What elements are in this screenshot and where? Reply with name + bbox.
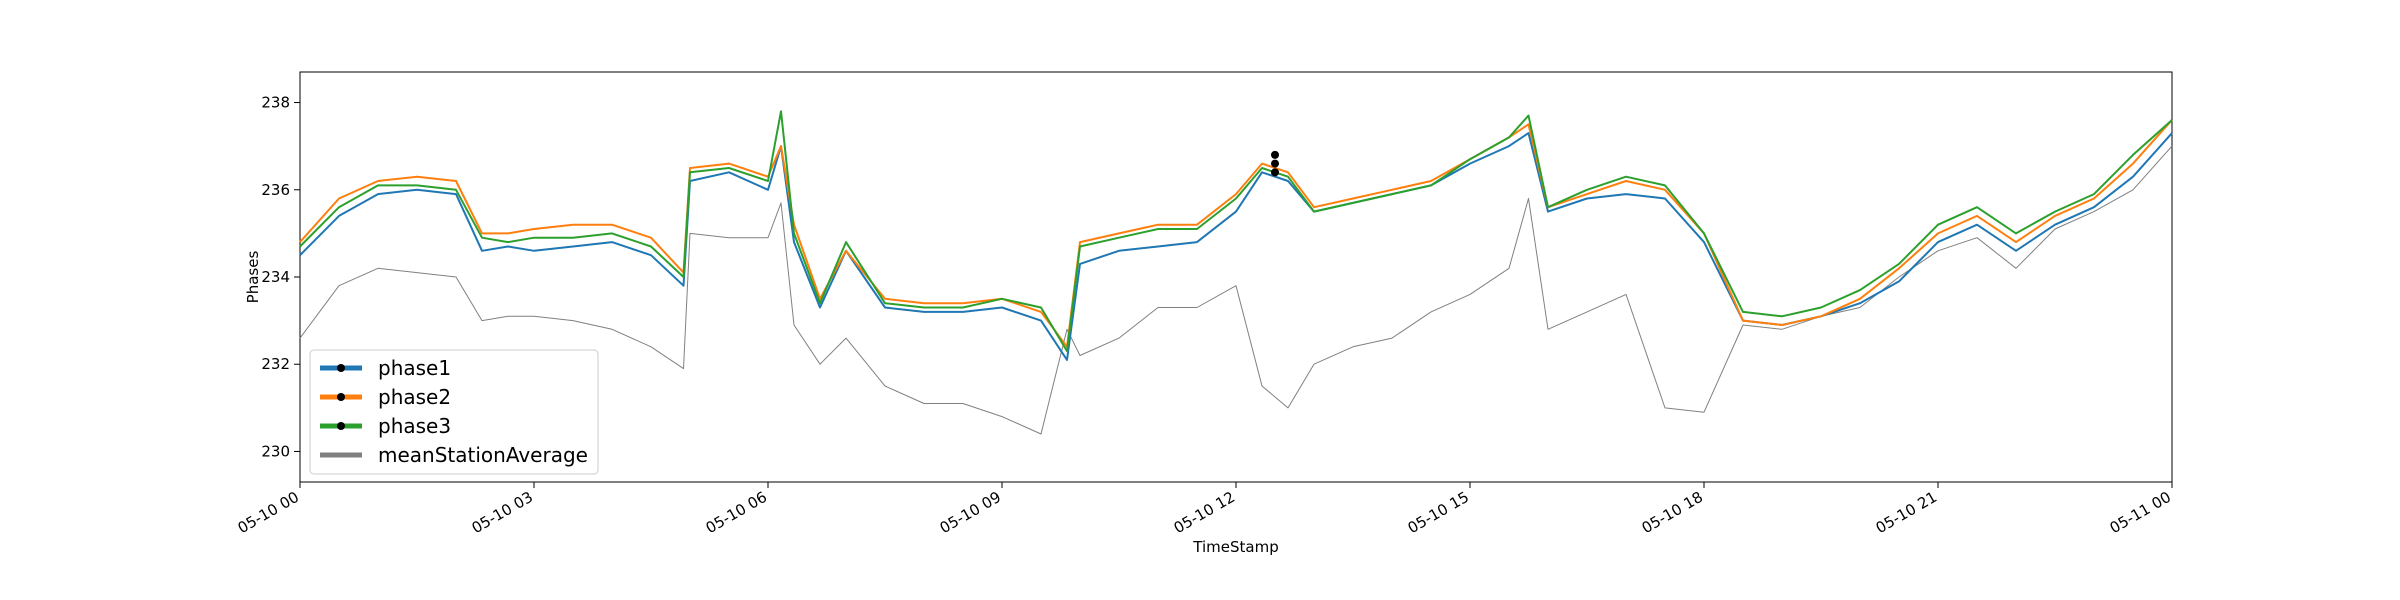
x-axis-label: TimeStamp [1192, 538, 1278, 556]
y-tick-label: 232 [261, 355, 290, 373]
x-tick-label: 05-10 00 [235, 488, 302, 537]
x-tick-label: 05-10 03 [469, 488, 536, 537]
x-tick-label: 05-10 15 [1405, 488, 1472, 537]
legend: phase1 phase2 phase3 meanStationAverage [309, 349, 599, 475]
legend-label-phase1: phase1 [378, 356, 451, 380]
series-line-phase3 [299, 110, 2173, 353]
marker-point [1271, 150, 1279, 159]
y-tick-label: 230 [261, 442, 290, 460]
legend-box [309, 349, 599, 475]
x-axis: 05-10 00 05-10 03 05-10 06 05-10 09 05-10 12… [235, 482, 2174, 537]
x-tick-label: 05-10 06 [703, 488, 770, 537]
y-tick-label: 236 [261, 181, 290, 199]
legend-label-phase3: phase3 [378, 414, 451, 438]
x-tick-label: 05-11 00 [2107, 488, 2174, 537]
x-tick-label: 05-10 12 [1171, 488, 1238, 537]
y-axis: 230 232 234 236 238 [261, 94, 300, 460]
legend-marker [337, 422, 345, 430]
legend-marker [337, 364, 345, 372]
legend-label-phase2: phase2 [378, 385, 451, 409]
y-axis-label: Phases [244, 251, 262, 304]
series-layer [299, 110, 2173, 435]
series-line-phase2 [299, 119, 2173, 348]
x-tick-label: 05-10 09 [937, 488, 1004, 537]
legend-label-meanStationAverage: meanStationAverage [378, 443, 588, 467]
marker-point [1271, 159, 1279, 168]
marker-point [1271, 168, 1279, 177]
y-tick-label: 234 [261, 268, 290, 286]
x-tick-label: 05-10 18 [1639, 488, 1706, 537]
series-line-phase1 [299, 132, 2173, 361]
x-tick-label: 05-10 21 [1873, 488, 1940, 537]
legend-marker [337, 393, 345, 401]
y-tick-label: 238 [261, 94, 290, 112]
marker-layer [1271, 150, 1279, 177]
